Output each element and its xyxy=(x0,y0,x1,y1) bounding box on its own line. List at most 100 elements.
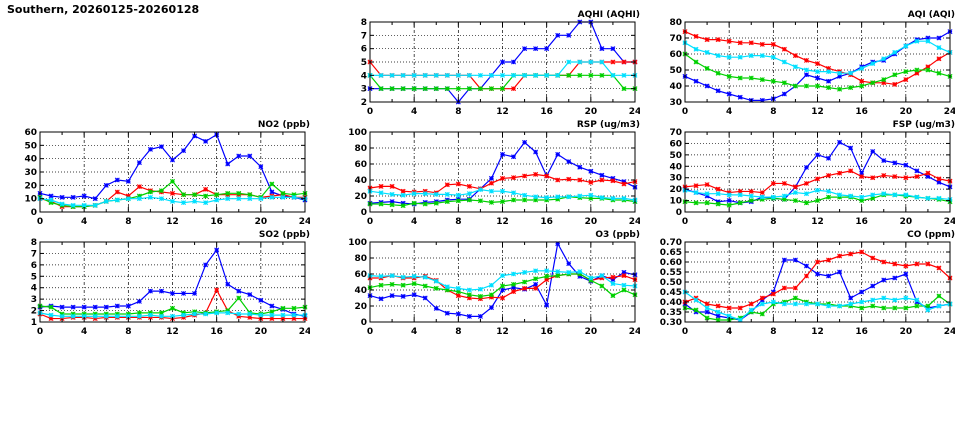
y-tick-label: 50 xyxy=(669,66,682,76)
y-tick-label: 100 xyxy=(348,128,367,138)
series-marker xyxy=(136,313,142,319)
series-marker xyxy=(533,149,539,155)
y-tick-label: 0 xyxy=(361,318,367,328)
series-marker xyxy=(826,303,832,309)
y-tick-label: 0.65 xyxy=(660,248,682,258)
series-marker xyxy=(48,316,54,322)
series-marker xyxy=(280,190,286,196)
series-marker xyxy=(247,153,253,159)
series-marker xyxy=(544,173,550,179)
series-marker xyxy=(925,307,931,313)
series-marker xyxy=(400,203,406,209)
y-tick-label: 60 xyxy=(669,50,682,60)
x-tick-label: 16 xyxy=(855,327,868,337)
series-marker xyxy=(726,190,732,196)
series-marker xyxy=(488,199,494,205)
series-marker xyxy=(203,138,209,144)
series-marker xyxy=(511,197,517,203)
series-marker xyxy=(748,75,754,81)
series-marker xyxy=(599,275,605,281)
series-marker xyxy=(455,181,461,187)
series-marker xyxy=(214,310,220,316)
x-tick-label: 4 xyxy=(726,327,732,337)
series-marker xyxy=(466,287,472,293)
series-marker xyxy=(158,313,164,319)
series-marker xyxy=(770,194,776,200)
series-marker xyxy=(455,198,461,204)
series-marker xyxy=(859,65,865,71)
series-marker xyxy=(693,46,699,52)
series-marker xyxy=(533,194,539,200)
series-marker xyxy=(225,310,231,316)
series-marker xyxy=(500,295,505,301)
series-marker xyxy=(114,303,120,309)
y-tick-label: 20 xyxy=(669,185,682,195)
series-marker xyxy=(815,198,820,204)
series-marker xyxy=(936,176,942,182)
series-marker xyxy=(925,195,931,201)
series-marker xyxy=(848,193,854,199)
series-marker xyxy=(826,69,832,75)
series-marker xyxy=(433,200,439,206)
series-marker xyxy=(792,198,798,204)
chart-plot-co: 0.300.350.400.450.500.550.600.650.70 0 4 8 1… xyxy=(660,238,955,337)
series-marker xyxy=(826,194,832,200)
series-marker xyxy=(555,194,561,200)
series-marker xyxy=(781,196,787,202)
series-marker xyxy=(533,268,539,274)
series-marker xyxy=(533,285,539,291)
series-marker xyxy=(870,80,876,86)
x-tick-label: 24 xyxy=(944,217,955,227)
series-marker xyxy=(48,312,54,318)
series-marker xyxy=(444,182,450,188)
series-marker xyxy=(411,200,417,206)
series-marker xyxy=(936,35,942,41)
x-tick-label: 8 xyxy=(455,327,461,337)
series-marker xyxy=(588,195,594,201)
chart-panel-aqi: AQI (AQI) 30 40 50 60 70 80 0 4 8 12 16 20 24 xyxy=(655,10,955,118)
series-marker xyxy=(803,67,809,73)
y-tick-label: 40 xyxy=(24,155,37,165)
x-tick-label: 8 xyxy=(770,107,776,117)
series-marker xyxy=(748,188,754,194)
series-marker xyxy=(214,287,220,293)
series-marker xyxy=(544,195,550,201)
chart-panel-no2: NO2 (ppb) 0 10 20 30 40 50 60 0 4 8 12 16 20 24 xyxy=(10,120,310,228)
series-marker xyxy=(269,316,275,322)
chart-plot-aqhi: 2 3 4 5 6 7 8 0 4 8 12 16 20 24 xyxy=(361,18,640,117)
series-marker xyxy=(422,72,428,78)
series-marker xyxy=(280,316,286,322)
series-marker xyxy=(859,249,865,255)
series-marker xyxy=(704,315,710,321)
x-tick-label: 20 xyxy=(585,107,598,117)
series-marker xyxy=(488,72,494,78)
series-marker xyxy=(588,192,594,198)
series-marker xyxy=(704,182,710,188)
series-marker xyxy=(500,59,505,65)
series-marker xyxy=(114,313,120,319)
series-marker xyxy=(715,37,721,43)
series-marker xyxy=(269,309,275,315)
series-marker xyxy=(236,190,242,196)
series-marker xyxy=(455,192,461,198)
series-marker xyxy=(203,186,209,192)
series-marker xyxy=(826,273,832,279)
series-marker xyxy=(748,53,754,59)
y-tick-label: 3 xyxy=(361,85,367,95)
series-marker xyxy=(466,292,472,298)
series-marker xyxy=(792,285,798,291)
x-tick-label: 12 xyxy=(496,327,509,337)
series-marker xyxy=(792,184,798,190)
x-tick-label: 12 xyxy=(496,107,509,117)
series-marker xyxy=(500,151,505,157)
series-marker xyxy=(936,195,942,201)
series-marker xyxy=(803,191,809,197)
series-marker xyxy=(147,288,153,294)
y-tick-label: 0.45 xyxy=(660,288,682,298)
series-marker xyxy=(870,195,876,201)
x-tick-label: 20 xyxy=(255,327,268,337)
x-tick-label: 20 xyxy=(585,327,598,337)
series-marker xyxy=(378,190,384,196)
series-marker xyxy=(555,72,561,78)
series-marker xyxy=(936,303,942,309)
